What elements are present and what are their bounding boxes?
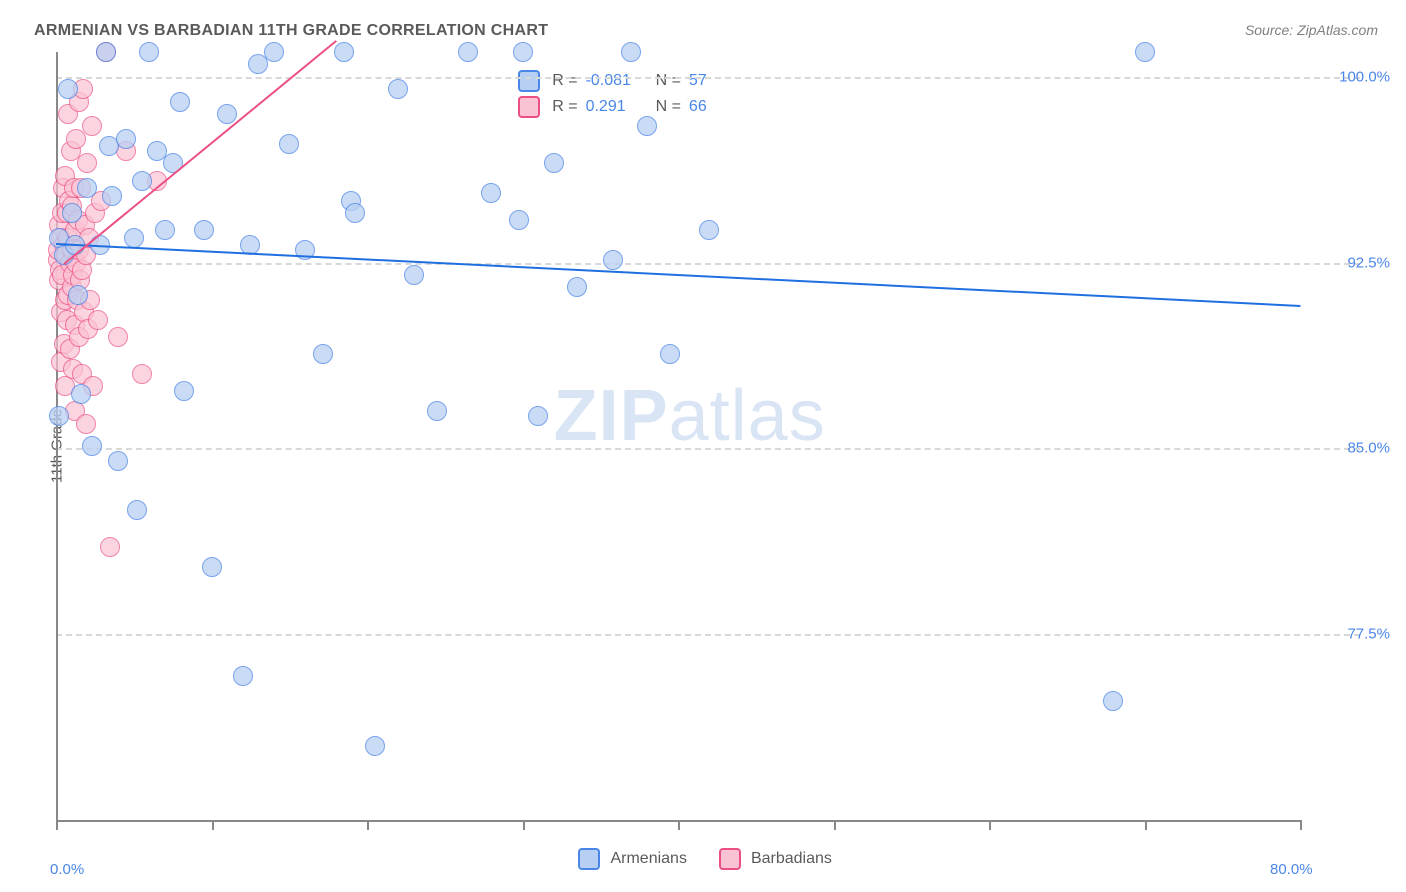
data-point-armenians: [194, 220, 214, 240]
x-tick: [678, 820, 680, 830]
data-point-armenians: [127, 500, 147, 520]
x-tick: [1145, 820, 1147, 830]
legend-swatch: [719, 848, 741, 870]
data-point-barbadians: [100, 537, 120, 557]
n-value: 57: [689, 72, 747, 90]
data-point-armenians: [49, 406, 69, 426]
data-point-armenians: [96, 42, 116, 62]
x-tick: [834, 820, 836, 830]
data-point-armenians: [365, 736, 385, 756]
data-point-barbadians: [82, 116, 102, 136]
data-point-armenians: [108, 451, 128, 471]
data-point-barbadians: [76, 414, 96, 434]
data-point-armenians: [388, 79, 408, 99]
r-value: -0.081: [586, 72, 644, 90]
watermark: ZIPatlas: [554, 375, 826, 457]
x-tick: [56, 820, 58, 830]
data-point-armenians: [345, 203, 365, 223]
source-label: Source: ZipAtlas.com: [1245, 22, 1378, 38]
data-point-armenians: [279, 134, 299, 154]
x-tick-label: 0.0%: [50, 861, 84, 878]
data-point-armenians: [77, 178, 97, 198]
data-point-armenians: [155, 220, 175, 240]
data-point-armenians: [58, 79, 78, 99]
data-point-armenians: [202, 557, 222, 577]
data-point-armenians: [71, 384, 91, 404]
legend-swatch: [518, 96, 540, 118]
stats-row: R = 0.291 N = 66: [518, 94, 747, 120]
legend-label: Armenians: [610, 850, 686, 868]
x-tick-label: 80.0%: [1270, 861, 1313, 878]
stats-legend-box: R = -0.081 N = 57 R = 0.291 N = 66: [508, 62, 757, 126]
data-point-armenians: [132, 171, 152, 191]
data-point-armenians: [621, 42, 641, 62]
data-point-armenians: [174, 381, 194, 401]
trend-line-armenians: [56, 243, 1300, 307]
x-tick: [367, 820, 369, 830]
data-point-armenians: [334, 42, 354, 62]
r-label: R =: [552, 98, 577, 116]
n-value: 66: [689, 98, 747, 116]
x-tick: [523, 820, 525, 830]
data-point-armenians: [544, 153, 564, 173]
x-tick: [1300, 820, 1302, 830]
y-tick-label: 92.5%: [1347, 254, 1390, 271]
data-point-armenians: [68, 285, 88, 305]
r-value: 0.291: [586, 98, 644, 116]
data-point-armenians: [699, 220, 719, 240]
gridline: [56, 634, 1360, 636]
data-point-armenians: [82, 436, 102, 456]
data-point-armenians: [427, 401, 447, 421]
legend-label: Barbadians: [751, 850, 832, 868]
data-point-barbadians: [108, 327, 128, 347]
legend-swatch: [578, 848, 600, 870]
n-label: N =: [656, 98, 681, 116]
data-point-barbadians: [77, 153, 97, 173]
gridline: [56, 448, 1360, 450]
data-point-armenians: [404, 265, 424, 285]
data-point-barbadians: [132, 364, 152, 384]
y-tick-label: 77.5%: [1347, 626, 1390, 643]
data-point-armenians: [264, 42, 284, 62]
legend-swatch: [518, 70, 540, 92]
data-point-armenians: [1103, 691, 1123, 711]
n-label: N =: [656, 72, 681, 90]
x-tick: [989, 820, 991, 830]
chart-title: ARMENIAN VS BARBADIAN 11TH GRADE CORRELA…: [34, 22, 548, 40]
data-point-armenians: [102, 186, 122, 206]
series-legend: Armenians Barbadians: [578, 848, 853, 870]
data-point-armenians: [567, 277, 587, 297]
data-point-armenians: [513, 42, 533, 62]
data-point-armenians: [124, 228, 144, 248]
data-point-armenians: [660, 344, 680, 364]
data-point-armenians: [458, 42, 478, 62]
data-point-armenians: [509, 210, 529, 230]
gridline: [56, 77, 1360, 79]
y-tick-label: 85.0%: [1347, 440, 1390, 457]
data-point-armenians: [62, 203, 82, 223]
data-point-armenians: [116, 129, 136, 149]
data-point-armenians: [637, 116, 657, 136]
data-point-armenians: [170, 92, 190, 112]
data-point-armenians: [481, 183, 501, 203]
data-point-armenians: [1135, 42, 1155, 62]
data-point-barbadians: [88, 310, 108, 330]
data-point-armenians: [313, 344, 333, 364]
data-point-armenians: [217, 104, 237, 124]
x-tick: [212, 820, 214, 830]
data-point-armenians: [233, 666, 253, 686]
data-point-armenians: [139, 42, 159, 62]
data-point-armenians: [603, 250, 623, 270]
stats-row: R = -0.081 N = 57: [518, 68, 747, 94]
data-point-armenians: [528, 406, 548, 426]
r-label: R =: [552, 72, 577, 90]
y-axis: [56, 52, 58, 820]
y-tick-label: 100.0%: [1339, 68, 1390, 85]
gridline: [56, 263, 1360, 265]
